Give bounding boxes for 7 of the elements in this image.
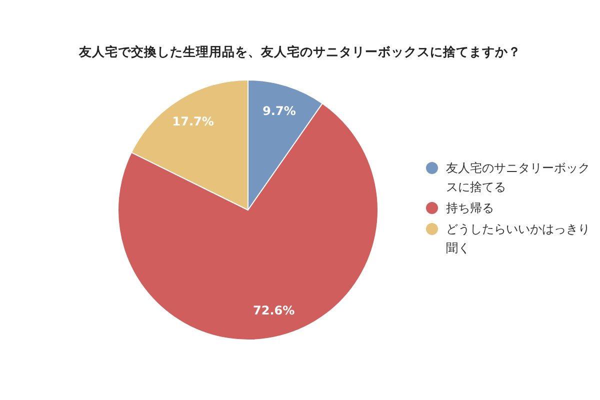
chart-title: 友人宅で交換した生理用品を、友人宅のサニタリーボックスに捨てますか？ <box>78 44 521 59</box>
data-label: 17.7% <box>172 114 214 129</box>
data-label: 72.6% <box>253 304 295 318</box>
legend-label: どうしたらいいかはっきり聞く <box>446 222 590 255</box>
data-label: 9.7% <box>262 104 296 118</box>
legend-label: 持ち帰る <box>446 201 494 215</box>
legend-label: 友人宅のサニタリーボックスに捨てる <box>446 161 590 194</box>
